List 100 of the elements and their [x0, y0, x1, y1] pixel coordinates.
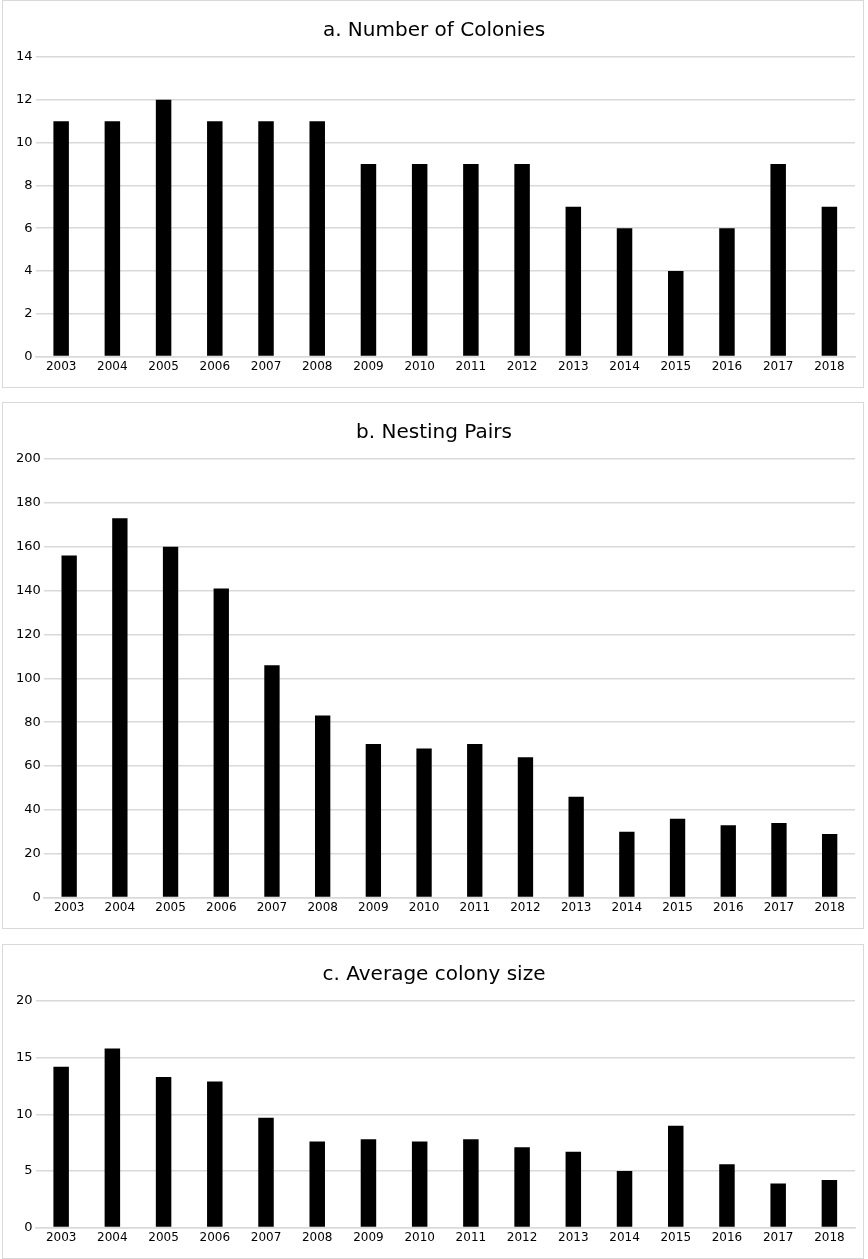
bar	[61, 555, 77, 897]
bar	[616, 1170, 633, 1227]
x-tick-label: 2013	[558, 1229, 589, 1244]
bar	[668, 1125, 684, 1227]
x-tick-label: 2008	[301, 358, 333, 373]
x-tick-label: 2017	[762, 1229, 794, 1244]
y-tick-label: 180	[15, 494, 41, 510]
bar	[770, 164, 786, 356]
x-tick-label: 2006	[205, 899, 237, 914]
bar	[668, 271, 684, 356]
bar	[360, 164, 377, 356]
x-tick-label: 2010	[404, 358, 435, 373]
bar	[314, 715, 331, 897]
y-tick-label: 8	[24, 176, 33, 192]
bar	[155, 1076, 172, 1227]
bar	[568, 796, 584, 897]
bar	[112, 518, 128, 897]
y-tick-label: 20	[16, 992, 33, 1008]
x-tick-label: 2011	[455, 358, 487, 373]
bar	[416, 748, 432, 897]
x-tick-label: 2008	[301, 1229, 333, 1244]
y-tick-label: 80	[24, 713, 41, 729]
chart-title: a. Number of Colonies	[322, 17, 546, 42]
x-tick-label: 2014	[609, 358, 640, 373]
x-tick-label: 2007	[250, 358, 282, 373]
x-tick-label: 2013	[558, 358, 589, 373]
bar	[669, 818, 686, 897]
x-tick-label: 2018	[814, 899, 845, 914]
x-tick-label: 2007	[250, 1229, 282, 1244]
bar	[162, 546, 179, 897]
x-tick-label: 2006	[199, 1229, 231, 1244]
bar	[821, 206, 838, 356]
x-tick-label: 2015	[660, 358, 692, 373]
x-tick-label: 2010	[404, 1229, 435, 1244]
bar	[258, 121, 274, 356]
x-tick-label: 2005	[155, 899, 186, 914]
x-tick-label: 2009	[358, 899, 389, 914]
bar	[514, 164, 530, 356]
y-tick-label: 5	[24, 1162, 33, 1178]
x-tick-label: 2017	[763, 899, 795, 914]
bar	[463, 164, 479, 356]
y-tick-label: 140	[15, 581, 41, 597]
x-tick-label: 2011	[455, 1229, 487, 1244]
y-tick-label: 40	[24, 801, 41, 817]
bar	[309, 121, 325, 356]
y-tick-label: 0	[24, 1218, 33, 1234]
y-tick-label: 0	[32, 888, 41, 904]
y-tick-label: 160	[15, 538, 41, 554]
x-tick-label: 2003	[53, 899, 85, 914]
y-tick-label: 14	[16, 48, 33, 64]
x-tick-label: 2004	[104, 899, 136, 914]
y-tick-label: 10	[16, 1105, 33, 1121]
x-tick-label: 2006	[199, 358, 231, 373]
x-tick-label: 2012	[506, 358, 538, 373]
y-tick-label: 20	[24, 845, 41, 861]
y-tick-label: 60	[24, 757, 41, 773]
bar	[821, 1180, 838, 1227]
x-tick-label: 2003	[45, 358, 77, 373]
x-tick-label: 2008	[307, 899, 338, 914]
bar	[514, 1147, 530, 1227]
x-tick-label: 2004	[97, 1229, 128, 1244]
x-tick-label: 2016	[711, 1229, 743, 1244]
x-tick-label: 2003	[45, 1229, 77, 1244]
x-tick-label: 2005	[148, 1229, 179, 1244]
bar	[517, 757, 534, 897]
x-tick-label: 2016	[712, 899, 744, 914]
chart-title: c. Average colony size	[322, 961, 546, 986]
bar	[155, 99, 172, 356]
x-tick-label: 2012	[510, 899, 541, 914]
x-tick-label: 2011	[459, 899, 491, 914]
x-tick-label: 2012	[506, 1229, 538, 1244]
x-tick-label: 2015	[662, 899, 693, 914]
bar	[821, 834, 838, 897]
y-tick-label: 15	[16, 1049, 33, 1065]
y-tick-label: 4	[24, 262, 33, 278]
bar	[53, 121, 69, 356]
bar	[207, 121, 223, 356]
bar	[467, 744, 483, 897]
bar	[565, 1151, 582, 1227]
bar	[619, 831, 635, 897]
x-tick-label: 2009	[353, 358, 384, 373]
bar	[213, 588, 229, 897]
bar	[104, 1048, 121, 1227]
y-tick-label: 120	[15, 625, 41, 641]
bar	[104, 121, 121, 356]
x-tick-label: 2018	[814, 1229, 845, 1244]
bar	[360, 1139, 377, 1227]
bar	[719, 228, 735, 356]
x-tick-label: 2017	[762, 358, 794, 373]
chart-title: b. Nesting Pairs	[356, 419, 512, 444]
bar	[411, 1141, 428, 1227]
bar	[258, 1117, 274, 1227]
y-tick-label: 0	[24, 347, 33, 363]
y-tick-label: 12	[16, 91, 33, 107]
x-tick-label: 2014	[611, 899, 643, 914]
bar	[264, 665, 280, 897]
bar	[719, 1164, 735, 1227]
x-tick-label: 2015	[660, 1229, 692, 1244]
bar	[770, 1183, 786, 1227]
y-tick-label: 200	[15, 450, 41, 466]
